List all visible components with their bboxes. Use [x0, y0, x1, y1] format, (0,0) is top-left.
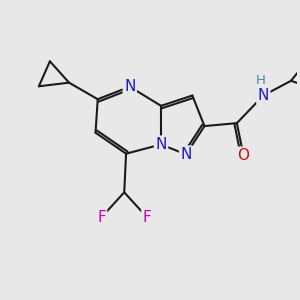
Text: F: F [97, 210, 106, 225]
Text: N: N [180, 147, 192, 162]
Text: N: N [258, 88, 269, 103]
Text: F: F [143, 210, 152, 225]
Text: N: N [155, 137, 167, 152]
Text: H: H [256, 74, 266, 87]
Text: N: N [124, 79, 135, 94]
Text: O: O [238, 148, 250, 163]
